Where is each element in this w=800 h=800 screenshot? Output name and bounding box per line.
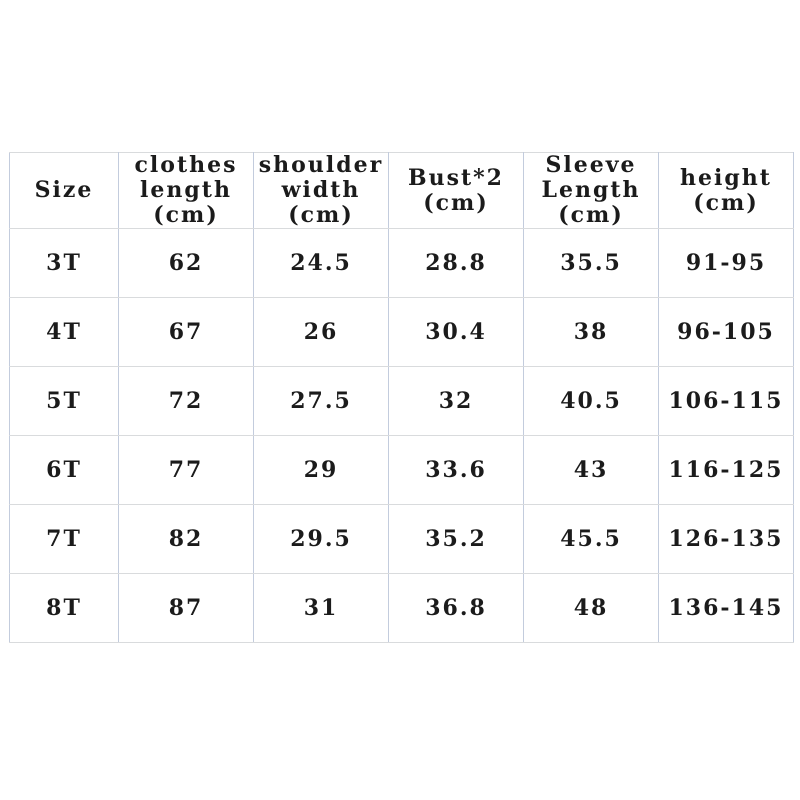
cell-size: 7T — [9, 504, 119, 574]
cell-size: 3T — [9, 228, 119, 298]
cell-bust: 32 — [388, 366, 524, 436]
cell-clothes-length: 82 — [118, 504, 254, 574]
header-label: (cm) — [423, 189, 489, 216]
cell-clothes-length: 62 — [118, 228, 254, 298]
cell-height: 96-105 — [658, 297, 794, 367]
cell-bust: 30.4 — [388, 297, 524, 367]
cell-size: 4T — [9, 297, 119, 367]
header-label: (cm) — [693, 189, 759, 216]
cell-height: 116-125 — [658, 435, 794, 505]
table-row-4t: 4T 67 26 30.4 38 96-105 — [9, 297, 794, 367]
table-row-5t: 5T 72 27.5 32 40.5 106-115 — [9, 366, 794, 436]
header-cell-shoulder-width: shoulder width (cm) — [253, 152, 389, 229]
cell-bust: 35.2 — [388, 504, 524, 574]
header-label: shoulder — [258, 152, 384, 178]
cell-bust: 36.8 — [388, 573, 524, 643]
header-label: width — [281, 177, 361, 203]
header-label: Bust*2 — [408, 164, 504, 191]
cell-sleeve-length: 38 — [523, 297, 659, 367]
header-label: Sleeve — [545, 152, 637, 178]
header-label: length — [140, 177, 232, 203]
cell-clothes-length: 67 — [118, 297, 254, 367]
header-row: Size clothes length (cm) shoulder width … — [9, 152, 794, 229]
cell-bust: 28.8 — [388, 228, 524, 298]
cell-size: 5T — [9, 366, 119, 436]
table-row-3t: 3T 62 24.5 28.8 35.5 91-95 — [9, 228, 794, 298]
cell-clothes-length: 87 — [118, 573, 254, 643]
cell-shoulder-width: 31 — [253, 573, 389, 643]
table-row-7t: 7T 82 29.5 35.2 45.5 126-135 — [9, 504, 794, 574]
header-label: height — [680, 164, 772, 191]
cell-sleeve-length: 48 — [523, 573, 659, 643]
size-chart-table: Size clothes length (cm) shoulder width … — [9, 152, 794, 643]
cell-sleeve-length: 35.5 — [523, 228, 659, 298]
header-label: Length — [541, 177, 641, 203]
cell-size: 6T — [9, 435, 119, 505]
cell-shoulder-width: 27.5 — [253, 366, 389, 436]
cell-height: 136-145 — [658, 573, 794, 643]
header-cell-size: Size — [9, 152, 119, 229]
header-label: Size — [34, 177, 94, 203]
cell-sleeve-length: 40.5 — [523, 366, 659, 436]
cell-sleeve-length: 45.5 — [523, 504, 659, 574]
cell-shoulder-width: 24.5 — [253, 228, 389, 298]
cell-shoulder-width: 26 — [253, 297, 389, 367]
cell-size: 8T — [9, 573, 119, 643]
header-label: clothes — [134, 152, 238, 178]
header-cell-bust: Bust*2 (cm) — [388, 152, 524, 229]
cell-clothes-length: 77 — [118, 435, 254, 505]
cell-height: 106-115 — [658, 366, 794, 436]
header-label: (cm) — [558, 202, 624, 228]
cell-sleeve-length: 43 — [523, 435, 659, 505]
cell-clothes-length: 72 — [118, 366, 254, 436]
header-label: (cm) — [288, 202, 354, 228]
table-row-6t: 6T 77 29 33.6 43 116-125 — [9, 435, 794, 505]
header-cell-clothes-length: clothes length (cm) — [118, 152, 254, 229]
cell-height: 126-135 — [658, 504, 794, 574]
table-row-8t: 8T 87 31 36.8 48 136-145 — [9, 573, 794, 643]
cell-shoulder-width: 29.5 — [253, 504, 389, 574]
cell-height: 91-95 — [658, 228, 794, 298]
header-cell-sleeve-length: Sleeve Length (cm) — [523, 152, 659, 229]
header-label: (cm) — [153, 202, 219, 228]
cell-bust: 33.6 — [388, 435, 524, 505]
cell-shoulder-width: 29 — [253, 435, 389, 505]
header-cell-height: height (cm) — [658, 152, 794, 229]
